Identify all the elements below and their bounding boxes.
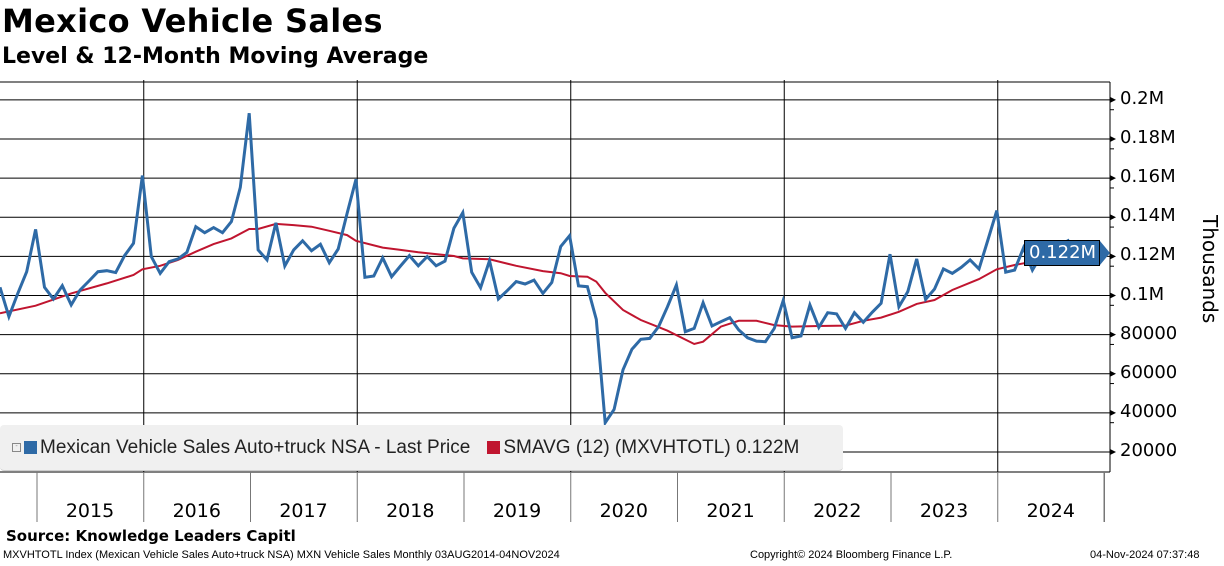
footer-copyright: Copyright© 2024 Bloomberg Finance L.P. <box>750 549 953 561</box>
y-tick-label: 0.16M <box>1120 166 1176 188</box>
x-axis <box>36 472 1105 522</box>
last-value-badge: 0.122M <box>1024 240 1110 266</box>
x-tick-label: 2023 <box>919 500 969 522</box>
x-tick-label: 2018 <box>386 500 435 522</box>
y-axis-label: Thousands <box>1198 215 1222 324</box>
y-axis <box>1109 82 1116 472</box>
legend-item-sma[interactable]: SMAVG (12) (MXVHTOTL) 0.122M <box>484 437 799 459</box>
y-tick <box>1110 331 1116 338</box>
y-tick <box>1110 449 1116 455</box>
legend-swatch-red <box>487 441 501 454</box>
y-tick-label: 0.14M <box>1120 205 1176 227</box>
grid <box>0 80 1110 473</box>
x-tick-label: 2021 <box>706 500 755 522</box>
y-tick <box>1110 96 1116 103</box>
y-tick <box>1110 409 1116 416</box>
y-tick-label: 80000 <box>1120 322 1178 344</box>
y-tick <box>1110 253 1116 260</box>
legend: - Mexican Vehicle Sales Auto+truck NSA -… <box>0 425 843 471</box>
legend-swatch-blue <box>24 441 37 454</box>
y-tick-label: 20000 <box>1120 440 1178 461</box>
x-tick-label: 2020 <box>599 500 648 522</box>
legend-label: SMAVG (12) (MXVHTOTL) 0.122M <box>503 436 800 458</box>
legend-collapse-icon[interactable]: - <box>12 443 21 452</box>
chart-subtitle: Level & 12-Month Moving Average <box>2 44 429 69</box>
footer-ticker-info: MXVHTOTL Index (Mexican Vehicle Sales Au… <box>3 549 560 561</box>
x-tick-label: 2019 <box>492 500 542 522</box>
y-tick <box>1110 292 1116 299</box>
y-tick <box>1110 136 1116 143</box>
x-tick-label: 2024 <box>1026 500 1075 522</box>
footer-timestamp: 04-Nov-2024 07:37:48 <box>1090 549 1200 561</box>
chart-title: Mexico Vehicle Sales <box>2 2 383 40</box>
y-tick <box>1110 370 1116 377</box>
y-tick-label: 40000 <box>1120 400 1178 422</box>
legend-item-sales[interactable]: Mexican Vehicle Sales Auto+truck NSA - L… <box>21 437 470 459</box>
sma-line <box>0 222 1086 346</box>
x-tick-label: 2016 <box>172 500 221 522</box>
y-tick <box>1110 214 1116 221</box>
series-layer <box>0 113 1087 428</box>
y-tick-label: 0.12M <box>1120 244 1176 266</box>
y-tick-label: 0.2M <box>1120 87 1165 109</box>
source-note: Source: Knowledge Leaders Capitl <box>6 527 296 545</box>
y-tick <box>1110 175 1116 182</box>
legend-label: Mexican Vehicle Sales Auto+truck NSA - L… <box>40 436 471 458</box>
y-tick-label: 0.18M <box>1120 127 1176 149</box>
y-tick-label: 60000 <box>1120 361 1178 383</box>
x-tick-label: 2022 <box>813 500 862 522</box>
x-tick-label: 2017 <box>279 500 328 522</box>
y-tick-label: 0.1M <box>1120 283 1165 305</box>
sales-line <box>0 113 1087 428</box>
x-tick-label: 2015 <box>65 500 115 522</box>
